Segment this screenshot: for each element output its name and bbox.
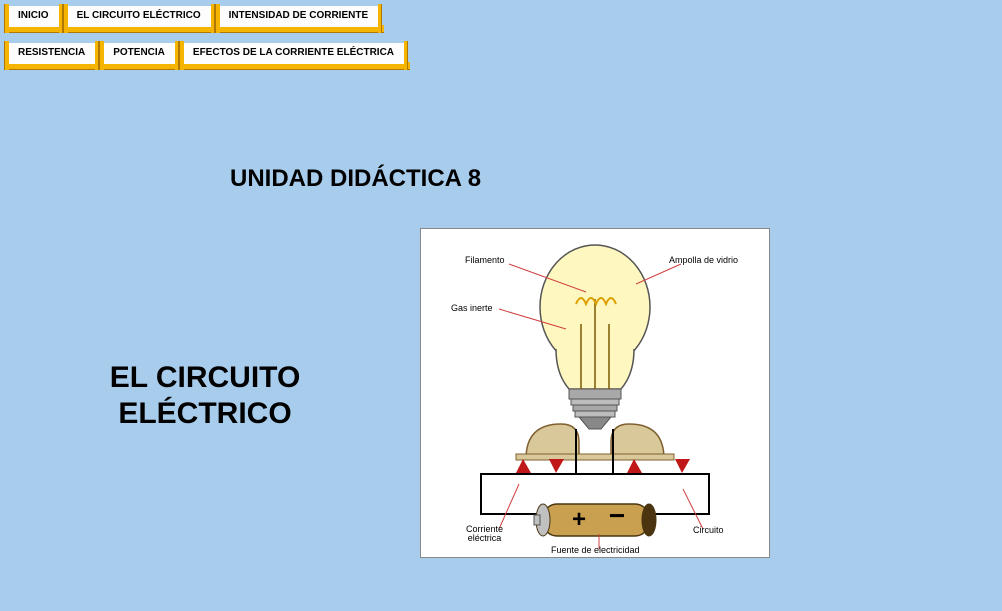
nav-label: EFECTOS DE LA CORRIENTE ELÉCTRICA: [193, 47, 394, 58]
svg-text:−: −: [609, 500, 625, 531]
svg-text:+: +: [572, 506, 586, 533]
label-gas-inerte: Gas inerte: [451, 303, 493, 313]
nav-row-2: RESISTENCIA POTENCIA EFECTOS DE LA CORRI…: [0, 29, 1002, 66]
circuit-diagram: + − Filamento Ampolla de vidrio Gas iner…: [420, 228, 770, 558]
nav-label: INTENSIDAD DE CORRIENTE: [229, 10, 368, 21]
label-corriente: Corriente eléctrica: [457, 525, 512, 543]
label-ampolla: Ampolla de vidrio: [669, 255, 738, 265]
nav-circuito[interactable]: EL CIRCUITO ELÉCTRICO: [67, 6, 211, 27]
label-circuito: Circuito: [693, 525, 724, 535]
nav-inicio[interactable]: INICIO: [8, 6, 59, 27]
nav-label: RESISTENCIA: [18, 47, 85, 58]
nav-row-1: INICIO EL CIRCUITO ELÉCTRICO INTENSIDAD …: [0, 0, 1002, 29]
nav-efectos[interactable]: EFECTOS DE LA CORRIENTE ELÉCTRICA: [183, 43, 404, 64]
circuit-svg: + −: [421, 229, 769, 557]
nav-resistencia[interactable]: RESISTENCIA: [8, 43, 95, 64]
nav-label: INICIO: [18, 10, 49, 21]
page-title: EL CIRCUITO ELÉCTRICO: [80, 360, 330, 432]
nav-label: POTENCIA: [113, 47, 165, 58]
label-fuente: Fuente de electricidad: [551, 545, 640, 555]
nav-intensidad[interactable]: INTENSIDAD DE CORRIENTE: [219, 6, 378, 27]
unit-title: UNIDAD DIDÁCTICA 8: [230, 165, 481, 193]
nav-potencia[interactable]: POTENCIA: [103, 43, 175, 64]
label-filamento: Filamento: [465, 255, 505, 265]
nav-label: EL CIRCUITO ELÉCTRICO: [77, 10, 201, 21]
